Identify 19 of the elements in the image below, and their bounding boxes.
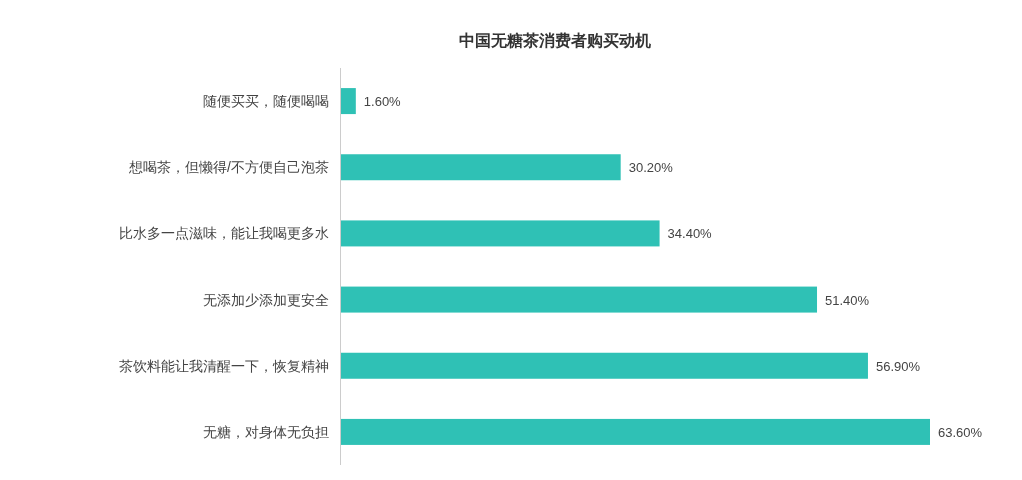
y-tick-label: 比水多一点滋味，能让我喝更多水: [119, 225, 329, 242]
y-tick-label: 想喝茶，但懒得/不方便自己泡茶: [128, 159, 329, 176]
bar: [341, 154, 621, 181]
bar: [341, 88, 356, 115]
data-label: 56.90%: [875, 358, 921, 374]
bar: [341, 286, 818, 313]
y-tick-label: 茶饮料能让我清醒一下，恢复精神: [119, 357, 329, 374]
chart-title: 中国无糖茶消费者购买动机: [459, 32, 651, 49]
data-label: 1.60%: [363, 94, 402, 110]
bar: [341, 220, 660, 247]
y-tick-label: 随便买买，随便喝喝: [203, 93, 329, 110]
bar: [341, 352, 868, 379]
data-label: 34.40%: [667, 226, 713, 242]
y-tick-label: 无添加少添加更安全: [203, 291, 329, 308]
data-label: 63.60%: [938, 424, 983, 440]
data-label: 51.40%: [825, 292, 870, 308]
bar: [341, 418, 930, 445]
data-label: 30.20%: [628, 160, 674, 176]
y-tick-label: 无糖，对身体无负担: [203, 423, 329, 440]
